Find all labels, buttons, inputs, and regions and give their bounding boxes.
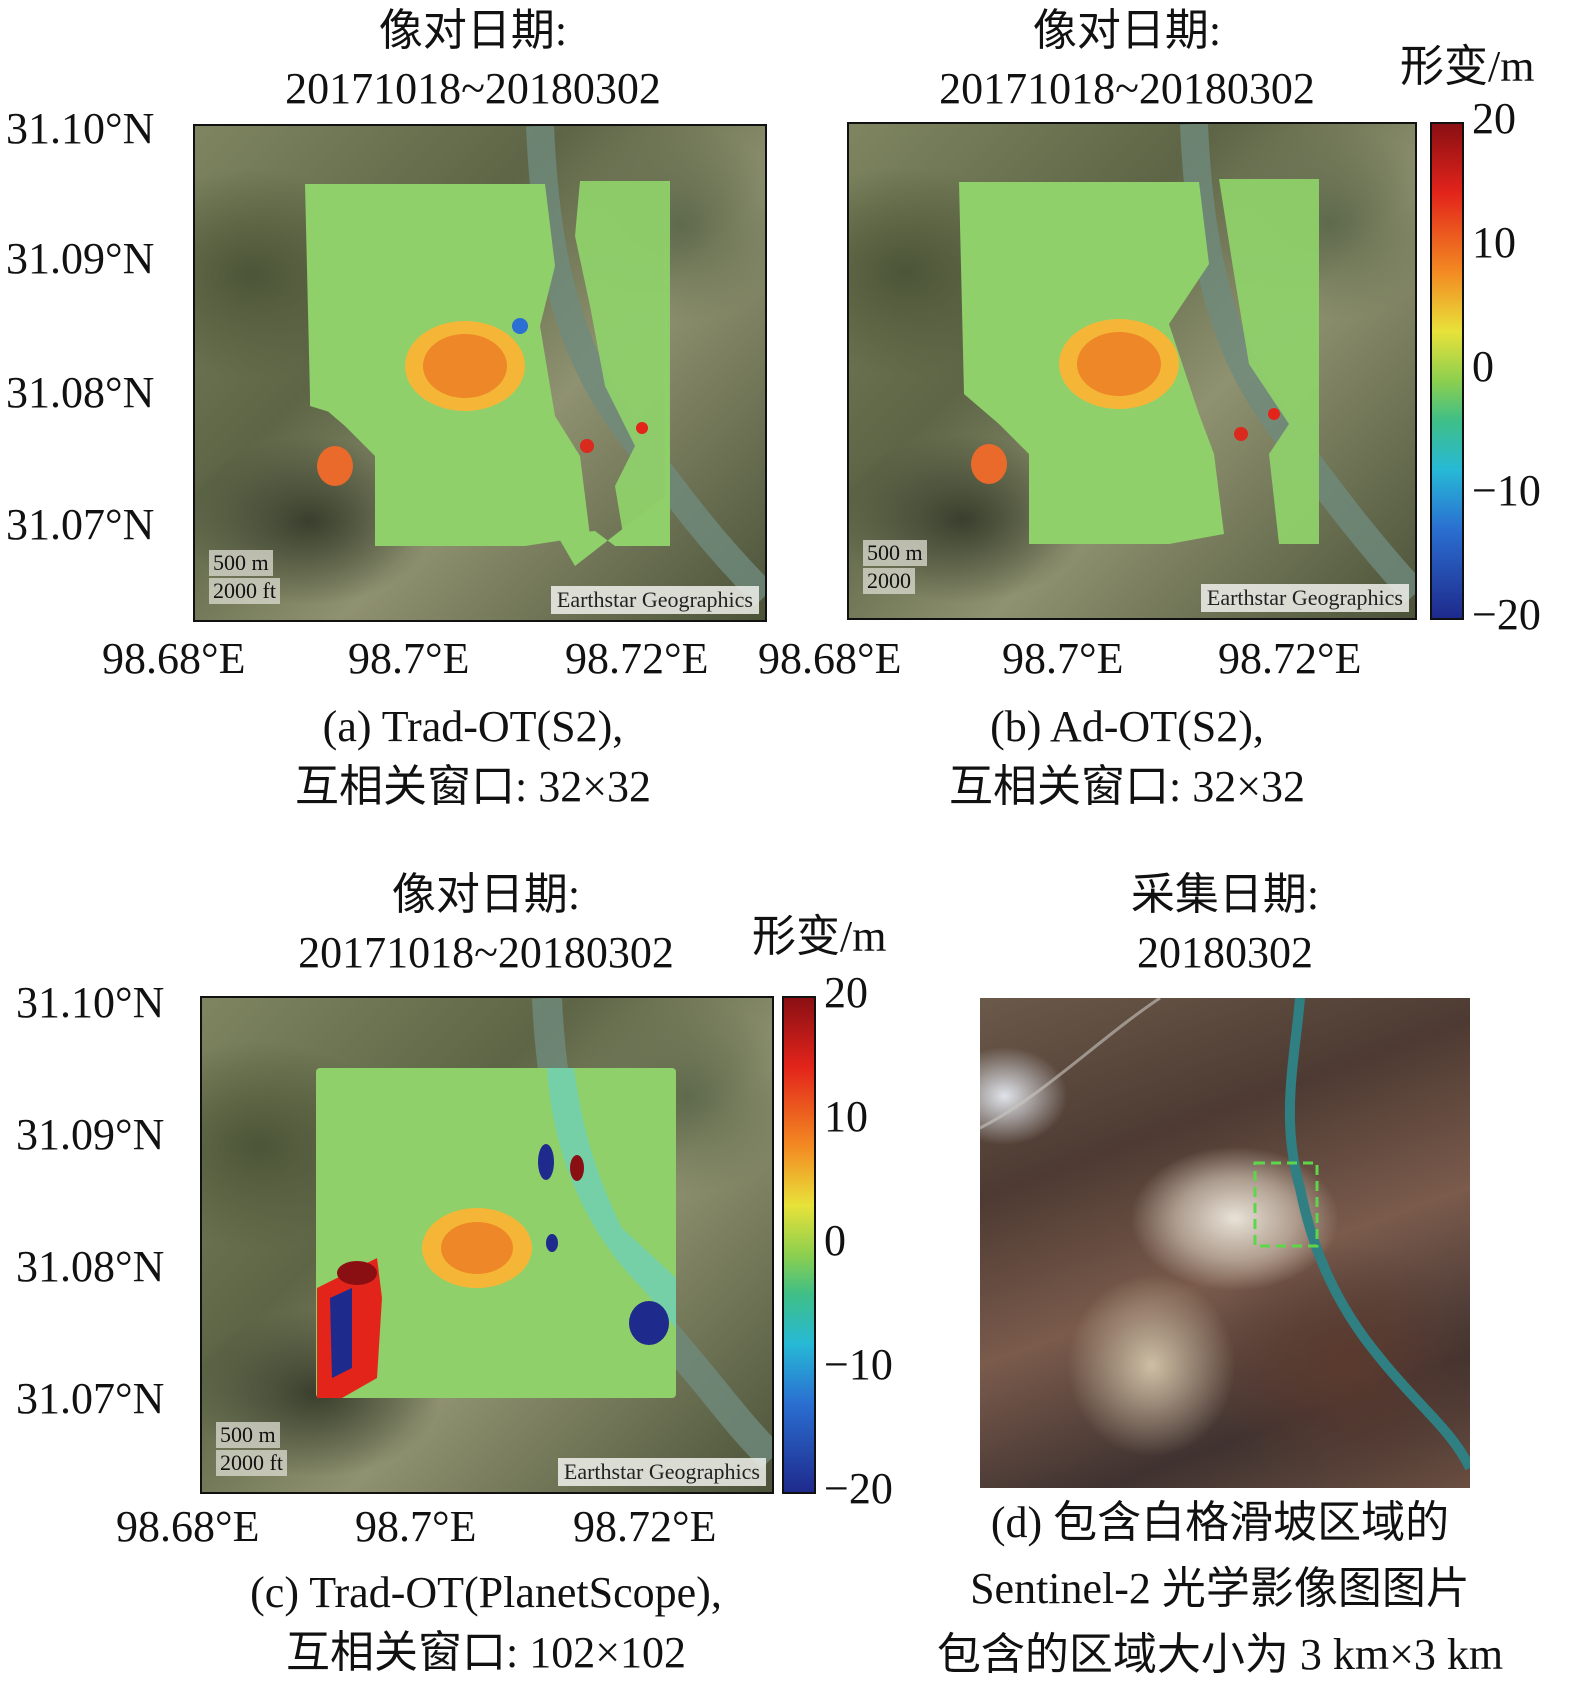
panel-b-scale-m: 500 m — [863, 540, 927, 566]
colorbar-top-tick-10: 10 — [1472, 218, 1516, 267]
colorbar-bottom-tick-m20: −20 — [824, 1464, 893, 1513]
panel-a-title-line1: 像对日期: — [378, 6, 568, 55]
colorbar-bottom — [782, 996, 816, 1494]
panel-c-title-line2: 20171018~20180302 — [298, 928, 674, 977]
panel-a-map: 500 m 2000 ft Earthstar Geographics — [193, 124, 767, 622]
colorbar-bottom-label: 形变/m — [752, 912, 887, 961]
panel-d-title-line1: 采集日期: — [1130, 870, 1320, 919]
panel-c-deformation-field — [316, 1068, 676, 1398]
panel-a-xtick-9872: 98.72°E — [565, 634, 709, 683]
panel-d-caption-line3: 包含的区域大小为 3 km×3 km — [936, 1630, 1504, 1679]
colorbar-bottom-tick-0: 0 — [824, 1216, 846, 1265]
panel-a-ytick-3109: 31.09°N — [6, 234, 155, 283]
panel-c-caption-line1: (c) Trad-OT(PlanetScope), — [250, 1568, 722, 1617]
panel-c-ytick-3107: 31.07°N — [16, 1374, 165, 1423]
panel-c-xtick-987: 98.7°E — [355, 1502, 477, 1551]
colorbar-bottom-tick-m10: −10 — [824, 1340, 893, 1389]
panel-a-scale-ft: 2000 ft — [209, 578, 280, 604]
colorbar-bottom-tick-10: 10 — [824, 1092, 868, 1141]
panel-a-caption-line2: 互相关窗口: 32×32 — [294, 762, 652, 811]
panel-a-ytick-3107: 31.07°N — [6, 500, 155, 549]
colorbar-top-tick-m20: −20 — [1472, 590, 1541, 639]
colorbar-bottom-tick-20: 20 — [824, 968, 868, 1017]
panel-a-ytick-3108: 31.08°N — [6, 368, 155, 417]
panel-a-ytick-3110: 31.10°N — [6, 104, 155, 153]
panel-c-ytick-3109: 31.09°N — [16, 1110, 165, 1159]
panel-b-xtick-9868: 98.68°E — [758, 634, 902, 683]
panel-c-xtick-9872: 98.72°E — [573, 1502, 717, 1551]
panel-c-title-line1: 像对日期: — [391, 870, 581, 919]
panel-d-river — [980, 998, 1470, 1471]
panel-b-caption-line1: (b) Ad-OT(S2), — [990, 702, 1264, 751]
panel-b-title-line1: 像对日期: — [1032, 6, 1222, 55]
panel-d-caption-line2: Sentinel-2 光学影像图图片 — [970, 1564, 1470, 1613]
panel-a-caption-line1: (a) Trad-OT(S2), — [322, 702, 624, 751]
sentinel2-optical-image — [980, 998, 1470, 1488]
panel-b-attribution: Earthstar Geographics — [1200, 584, 1409, 612]
panel-c-map: 500 m 2000 ft Earthstar Geographics — [200, 996, 774, 1494]
panel-a-attribution: Earthstar Geographics — [550, 586, 759, 614]
panel-b-xtick-9872: 98.72°E — [1218, 634, 1362, 683]
panel-c-ytick-3108: 31.08°N — [16, 1242, 165, 1291]
colorbar-top-label: 形变/m — [1400, 42, 1535, 91]
panel-c-ytick-3110: 31.10°N — [16, 978, 165, 1027]
panel-d-title-line2: 20180302 — [1137, 928, 1313, 977]
panel-b-title-line2: 20171018~20180302 — [939, 64, 1315, 113]
colorbar-top-tick-m10: −10 — [1472, 466, 1541, 515]
panel-c-scale-m: 500 m — [216, 1422, 280, 1448]
colorbar-top — [1430, 122, 1464, 620]
panel-b-map: 500 m 2000 Earthstar Geographics — [847, 122, 1417, 620]
panel-d-caption-line1: (d) 包含白格滑坡区域的 — [990, 1498, 1450, 1547]
panel-a-title-line2: 20171018~20180302 — [285, 64, 661, 113]
panel-c-scale-ft: 2000 ft — [216, 1450, 287, 1476]
panel-a-xtick-9868: 98.68°E — [102, 634, 246, 683]
panel-b-caption-line2: 互相关窗口: 32×32 — [948, 762, 1306, 811]
panel-c-attribution: Earthstar Geographics — [557, 1458, 766, 1486]
panel-b-deformation-field — [959, 179, 1319, 544]
panel-a-deformation-field — [305, 181, 670, 566]
panel-b-scale-ft: 2000 — [863, 568, 915, 594]
panel-b-xtick-987: 98.7°E — [1002, 634, 1124, 683]
panel-c-caption-line2: 互相关窗口: 102×102 — [285, 1628, 687, 1677]
colorbar-top-tick-20: 20 — [1472, 94, 1516, 143]
panel-c-xtick-9868: 98.68°E — [116, 1502, 260, 1551]
panel-a-scale-m: 500 m — [209, 550, 273, 576]
colorbar-top-tick-0: 0 — [1472, 342, 1494, 391]
panel-a-xtick-987: 98.7°E — [348, 634, 470, 683]
